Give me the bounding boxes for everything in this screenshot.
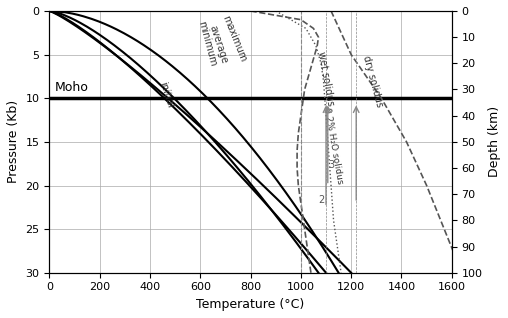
Y-axis label: Pressure (Kb): Pressure (Kb) — [7, 100, 20, 183]
X-axis label: Temperature (°C): Temperature (°C) — [197, 298, 305, 311]
Text: Moho: Moho — [54, 81, 88, 94]
Text: 3: 3 — [328, 160, 334, 170]
Text: 0.2% H₂O solidus: 0.2% H₂O solidus — [322, 107, 344, 185]
Text: average: average — [208, 24, 230, 65]
Text: maximum: maximum — [220, 14, 248, 64]
Y-axis label: Depth (km): Depth (km) — [488, 106, 501, 177]
Text: minimum: minimum — [197, 19, 218, 67]
Text: initial: initial — [157, 80, 175, 109]
Text: 2: 2 — [319, 195, 325, 205]
Text: wet solidus: wet solidus — [316, 50, 335, 106]
Text: dry solidus: dry solidus — [361, 55, 385, 108]
